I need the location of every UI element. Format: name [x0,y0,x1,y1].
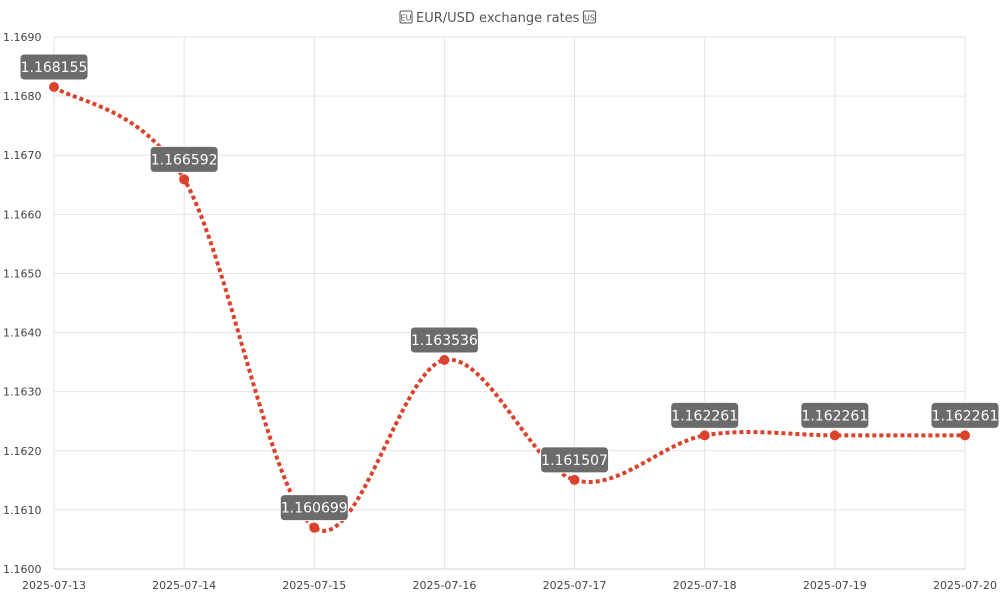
data-point[interactable] [960,430,970,441]
data-label-box [670,401,740,429]
data-point[interactable] [49,81,59,92]
data-label-text: 1.168155 [21,60,88,76]
data-label: 1.162261 [800,401,870,429]
chart-title-group: EU EUR/USD exchange rates US [399,10,596,26]
data-label-box [930,401,1000,429]
data-point[interactable] [179,174,190,185]
data-label-box [19,53,89,81]
data-label-box [800,401,870,429]
y-tick-label: 1.1660 [3,208,42,221]
data-label: 1.160699 [279,494,349,522]
x-tick-label: 2025-07-14 [152,579,216,592]
data-label-box [279,494,349,522]
y-tick-label: 1.1620 [3,445,42,458]
svg-text:US: US [584,14,595,23]
data-label: 1.163536 [409,326,479,354]
data-point[interactable] [699,430,710,441]
grid [53,36,966,570]
data-label-box [409,326,479,354]
data-label: 1.166592 [149,145,219,173]
series-layer [49,81,970,533]
data-point[interactable] [829,430,840,441]
axes: 1.16001.16101.16201.16301.16401.16501.16… [3,31,997,592]
x-tick-label: 2025-07-17 [543,579,607,592]
data-label-text: 1.166592 [151,152,218,168]
data-point[interactable] [439,354,450,365]
data-label: 1.162261 [670,401,740,429]
data-labels-layer: 1.168155 1.166592 1.160699 1.163536 1.161507… [19,53,1000,522]
eu-flag-icon: EU [399,10,413,24]
us-flag-icon: US [582,10,596,24]
x-tick-label: 2025-07-13 [22,579,86,592]
data-label-box [149,145,219,173]
series-line [52,85,965,533]
x-tick-label: 2025-07-20 [933,579,997,592]
y-tick-label: 1.1640 [3,327,42,340]
data-label-text: 1.162261 [801,408,868,424]
y-tick-label: 1.1630 [3,386,42,399]
y-tick-label: 1.1600 [3,563,42,576]
y-tick-label: 1.1690 [3,31,42,44]
data-point[interactable] [569,474,580,485]
data-label: 1.161507 [540,446,610,474]
svg-text:EU: EU [401,14,412,23]
x-tick-label: 2025-07-19 [803,579,867,592]
x-tick-label: 2025-07-18 [673,579,737,592]
y-tick-label: 1.1650 [3,267,42,280]
x-tick-label: 2025-07-15 [282,579,346,592]
chart-title: EUR/USD exchange rates [416,11,580,26]
data-label-text: 1.162261 [671,408,738,424]
data-label-text: 1.163536 [411,333,478,349]
data-label-text: 1.162261 [932,408,999,424]
data-point[interactable] [309,522,320,533]
y-tick-label: 1.1610 [3,504,42,517]
data-label-text: 1.160699 [281,501,348,517]
x-tick-label: 2025-07-16 [412,579,476,592]
data-label-box [540,446,610,474]
data-label: 1.168155 [19,53,89,81]
data-label-text: 1.161507 [541,453,608,469]
data-label: 1.162261 [930,401,1000,429]
y-tick-label: 1.1670 [3,149,42,162]
y-tick-label: 1.1680 [3,90,42,103]
